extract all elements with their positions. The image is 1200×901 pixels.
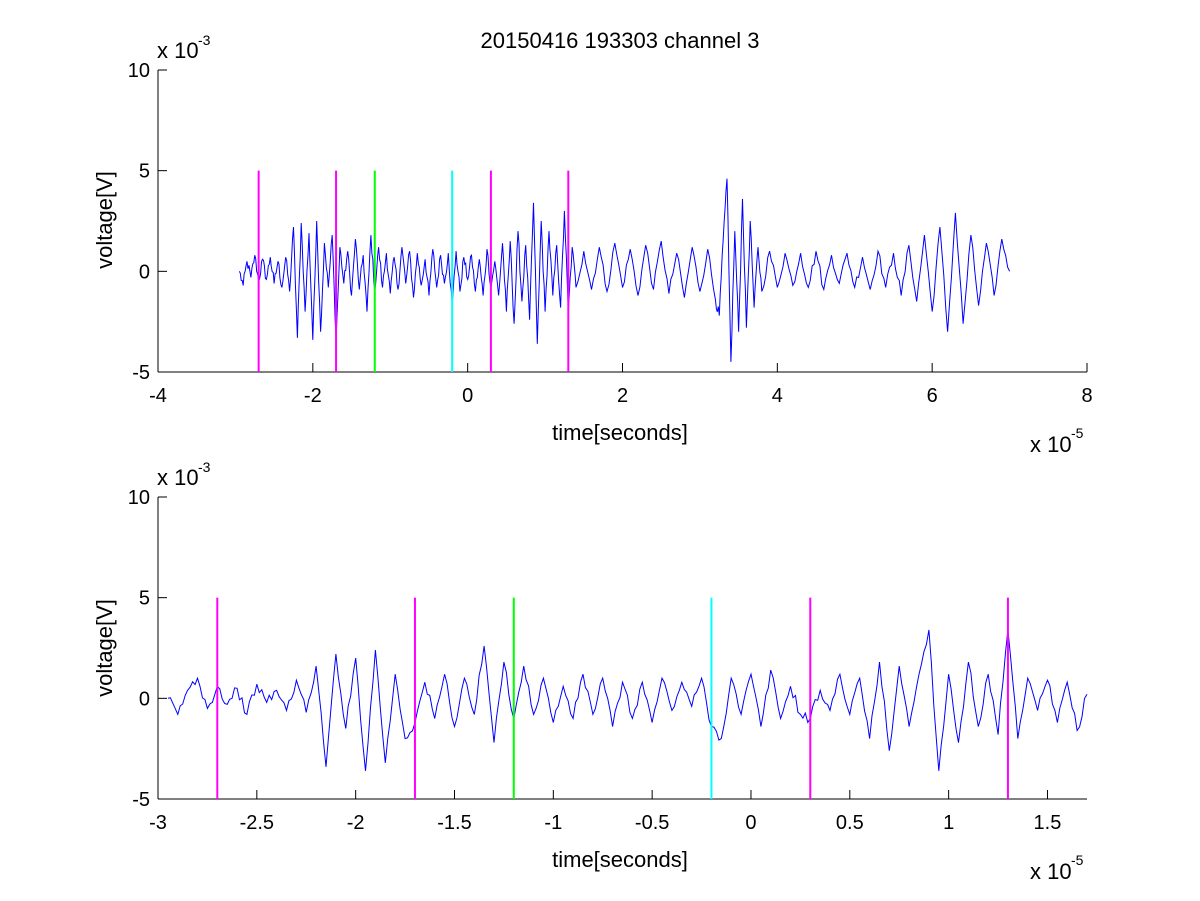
bottom-x-axis-label: time[seconds] (552, 847, 688, 872)
bottom-y-tick-label: 5 (139, 588, 150, 610)
bottom-x-tick-label: -0.5 (635, 812, 669, 834)
bottom-y-tick-label: 10 (128, 487, 150, 509)
bottom-y-exponent-base: x 10 (157, 465, 199, 490)
top-axes: x 10 -3 voltage[V] time[seconds] x 10 -5… (92, 32, 1093, 457)
top-x-tick-label: 8 (1081, 385, 1092, 407)
top-x-tick-label: -4 (149, 385, 167, 407)
bottom-x-tick-label: -1 (544, 812, 562, 834)
bottom-x-tick-label: 1.5 (1034, 812, 1062, 834)
bottom-x-exponent-power: -5 (1071, 852, 1084, 868)
top-y-tick-label: 10 (128, 60, 150, 82)
top-y-tick-label: 0 (139, 261, 150, 283)
bottom-x-tick-label: -1.5 (437, 812, 471, 834)
bottom-signal-line (167, 629, 1088, 771)
bottom-x-tick-label: -3 (149, 812, 167, 834)
top-y-tick-label: -5 (132, 362, 150, 384)
top-x-tick-label: 0 (462, 385, 473, 407)
top-y-exponent-power: -3 (198, 32, 211, 48)
bottom-axes: x 10 -3 voltage[V] time[seconds] x 10 -5… (92, 459, 1088, 884)
top-x-axis-label: time[seconds] (552, 420, 688, 445)
bottom-x-tick-label: -2.5 (240, 812, 274, 834)
top-x-exponent-power: -5 (1071, 425, 1084, 441)
bottom-x-tick-label: 1 (943, 812, 954, 834)
bottom-y-tick-label: -5 (132, 789, 150, 811)
bottom-y-tick-label: 0 (139, 688, 150, 710)
bottom-y-exponent-power: -3 (198, 459, 211, 475)
top-x-tick-label: 2 (617, 385, 628, 407)
top-x-tick-label: 6 (927, 385, 938, 407)
bottom-x-tick-label: 0 (745, 812, 756, 834)
top-y-axis-label: voltage[V] (92, 171, 117, 269)
top-y-tick-label: 5 (139, 161, 150, 183)
bottom-x-exponent-base: x 10 (1030, 859, 1072, 884)
bottom-x-tick-label: 0.5 (836, 812, 864, 834)
top-signal-line (238, 178, 1011, 362)
figure-title: 20150416 193303 channel 3 (481, 28, 760, 53)
bottom-y-axis-label: voltage[V] (92, 599, 117, 697)
bottom-x-tick-label: -2 (347, 812, 365, 834)
top-x-tick-label: -2 (304, 385, 322, 407)
top-y-exponent-base: x 10 (157, 38, 199, 63)
top-x-exponent-base: x 10 (1030, 432, 1072, 457)
top-x-tick-label: 4 (772, 385, 783, 407)
